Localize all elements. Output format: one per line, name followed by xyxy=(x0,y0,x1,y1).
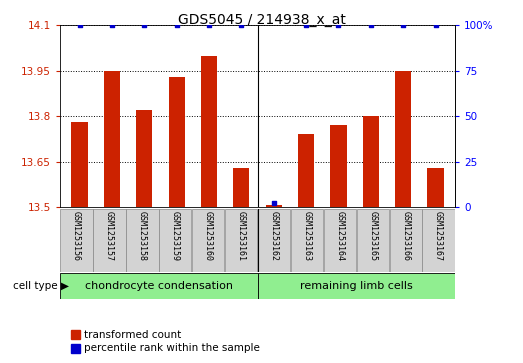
Text: cell type: cell type xyxy=(13,281,58,291)
Text: GSM1253156: GSM1253156 xyxy=(72,211,81,261)
Point xyxy=(173,23,181,28)
Bar xyxy=(233,168,249,207)
Bar xyxy=(61,209,93,272)
Text: GSM1253159: GSM1253159 xyxy=(171,211,180,261)
Point xyxy=(399,23,407,28)
Text: GSM1253167: GSM1253167 xyxy=(434,211,443,261)
Point xyxy=(205,23,213,28)
Bar xyxy=(104,71,120,207)
Text: percentile rank within the sample: percentile rank within the sample xyxy=(84,343,259,354)
Text: GSM1253160: GSM1253160 xyxy=(204,211,213,261)
Text: GSM1253157: GSM1253157 xyxy=(105,211,114,261)
Text: GDS5045 / 214938_x_at: GDS5045 / 214938_x_at xyxy=(178,13,345,27)
Point xyxy=(108,23,116,28)
Bar xyxy=(225,209,257,272)
Bar xyxy=(390,209,422,272)
Bar xyxy=(60,273,257,299)
Point xyxy=(237,23,246,28)
Bar xyxy=(331,125,347,207)
Bar xyxy=(168,77,185,207)
Bar xyxy=(136,110,152,207)
Text: GSM1253158: GSM1253158 xyxy=(138,211,147,261)
Bar xyxy=(159,209,191,272)
Bar xyxy=(324,209,356,272)
Point xyxy=(302,23,310,28)
Text: transformed count: transformed count xyxy=(84,330,181,340)
Bar xyxy=(427,168,444,207)
Point xyxy=(269,200,278,206)
Bar xyxy=(266,205,282,207)
Bar xyxy=(94,209,126,272)
Bar xyxy=(357,209,389,272)
Bar xyxy=(395,71,411,207)
Bar xyxy=(257,273,455,299)
Bar xyxy=(363,116,379,207)
Point xyxy=(431,23,440,28)
Text: GSM1253161: GSM1253161 xyxy=(236,211,246,261)
Text: chondrocyte condensation: chondrocyte condensation xyxy=(85,281,233,291)
Bar xyxy=(258,209,290,272)
Text: ▶: ▶ xyxy=(61,281,69,291)
Text: GSM1253162: GSM1253162 xyxy=(269,211,279,261)
Text: GSM1253163: GSM1253163 xyxy=(302,211,311,261)
Point xyxy=(367,23,375,28)
Text: GSM1253164: GSM1253164 xyxy=(335,211,344,261)
Bar xyxy=(298,134,314,207)
Point xyxy=(140,23,149,28)
Bar xyxy=(423,209,454,272)
Text: remaining limb cells: remaining limb cells xyxy=(300,281,413,291)
Bar xyxy=(72,122,88,207)
Point xyxy=(334,23,343,28)
Bar xyxy=(201,56,217,207)
Bar xyxy=(192,209,224,272)
Point xyxy=(75,23,84,28)
Bar xyxy=(291,209,323,272)
Text: GSM1253166: GSM1253166 xyxy=(401,211,410,261)
Text: GSM1253165: GSM1253165 xyxy=(368,211,377,261)
Bar xyxy=(126,209,158,272)
